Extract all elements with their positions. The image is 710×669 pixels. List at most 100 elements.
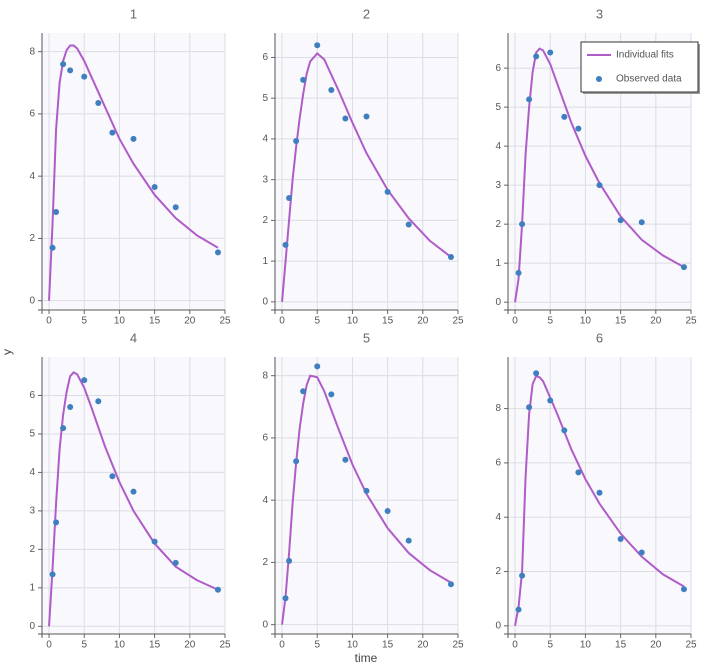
y-tick-label: 4 [495,512,501,523]
x-tick-label: 15 [149,640,161,651]
y-tick-label: 2 [262,215,268,226]
x-tick-label: 10 [114,316,126,327]
data-point [526,96,533,103]
data-point [293,137,300,144]
data-point [81,73,88,80]
data-point [342,456,349,463]
x-tick-label: 10 [580,316,592,327]
data-point [680,586,687,593]
data-point [49,571,56,578]
fit-line [514,47,685,303]
y-tick-label: 4 [262,495,268,506]
data-point [328,391,335,398]
x-tick-label: 15 [615,316,627,327]
legend-label: Individual fits [616,50,674,61]
x-tick-label: 15 [382,640,394,651]
y-tick-label: 6 [262,433,268,444]
data-point [60,61,67,68]
x-tick-label: 0 [512,640,518,651]
data-point [214,586,221,593]
x-tick-label: 20 [184,316,196,327]
data-point [151,538,158,545]
y-tick-label: 4 [29,467,35,478]
data-point [67,404,74,411]
data-point [515,269,522,276]
data-point [596,182,603,189]
data-point [60,425,67,432]
y-tick-label: 6 [29,390,35,401]
x-tick-label: 10 [114,640,126,651]
data-point [638,219,645,226]
x-tick-label: 0 [46,316,52,327]
y-tick-label: 2 [29,233,35,244]
x-tick-label: 10 [580,640,592,651]
x-tick-label: 0 [279,316,285,327]
x-tick-label: 25 [685,640,697,651]
data-point [67,67,74,74]
x-tick-label: 0 [512,316,518,327]
x-tick-label: 25 [452,316,464,327]
y-tick-label: 4 [262,134,268,145]
y-tick-label: 6 [262,52,268,63]
data-point [286,557,293,564]
data-point [314,42,321,49]
data-point [363,487,370,494]
data-point [384,188,391,195]
x-tick-label: 5 [81,316,87,327]
y-tick-label: 0 [495,297,501,308]
legend-label: Observed data [616,74,682,85]
data-point [617,217,624,224]
data-point [95,100,102,107]
x-tick-label: 0 [279,640,285,651]
y-tick-label: 6 [29,109,35,120]
data-point [130,488,137,495]
x-tick-label: 15 [149,316,161,327]
y-tick-label: 3 [29,506,35,517]
x-axis-label: time [355,651,378,665]
x-tick-label: 10 [347,316,359,327]
data-point [300,388,307,395]
x-tick-label: 25 [219,316,231,327]
y-tick-label: 0 [29,621,35,632]
data-point [561,113,568,120]
x-tick-label: 10 [347,640,359,651]
data-point [172,559,179,566]
x-tick-label: 0 [46,640,52,651]
data-point [53,519,60,526]
data-point [314,363,321,370]
y-tick-label: 2 [495,566,501,577]
legend [580,41,699,93]
x-tick-label: 5 [314,316,320,327]
x-tick-label: 20 [184,640,196,651]
x-tick-label: 25 [219,640,231,651]
data-point [405,537,412,544]
data-point [405,221,412,228]
data-point [547,49,554,56]
data-point [680,264,687,271]
data-point [95,398,102,405]
x-tick-label: 20 [417,316,429,327]
data-point [561,427,568,434]
legend-swatch [596,76,602,82]
y-tick-label: 1 [29,582,35,593]
data-point [130,135,137,142]
fit-line [281,51,452,302]
x-tick-label: 20 [417,640,429,651]
data-point [286,194,293,201]
x-tick-label: 5 [547,640,553,651]
data-point [363,113,370,120]
chart-title: 6 [596,330,603,345]
fit-line [514,374,685,627]
y-tick-label: 1 [495,258,501,269]
data-point [342,115,349,122]
data-point [526,404,533,411]
y-tick-label: 0 [262,619,268,630]
data-point [109,129,116,136]
data-point [328,87,335,94]
data-point [214,249,221,256]
y-tick-label: 8 [29,46,35,57]
fit-line [48,371,219,627]
y-tick-label: 5 [262,93,268,104]
data-point [596,489,603,496]
